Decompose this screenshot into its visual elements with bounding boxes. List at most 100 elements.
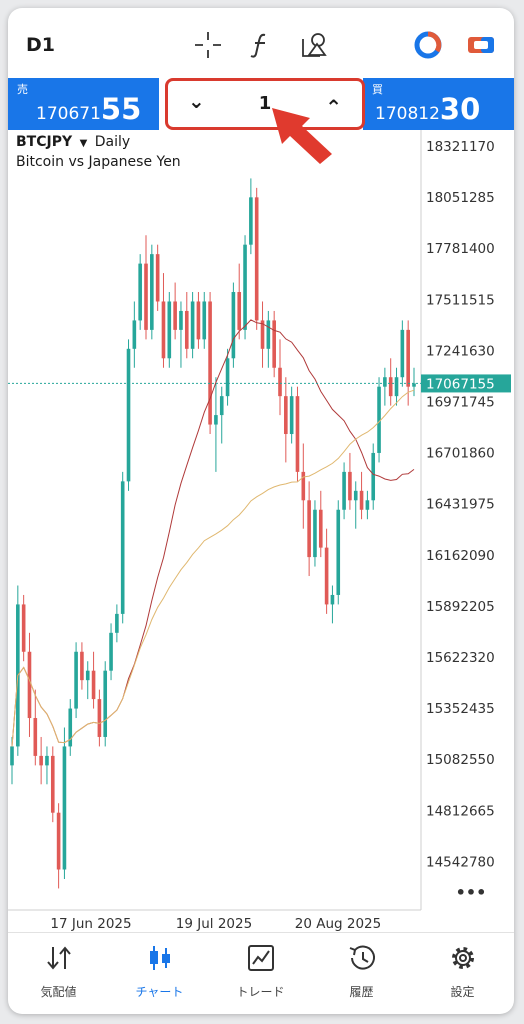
candle-body <box>272 320 276 368</box>
objects-icon[interactable] <box>300 30 330 60</box>
nav-history-label: 履歴 <box>349 985 374 999</box>
candle-body <box>324 547 329 605</box>
candle-body <box>342 471 346 510</box>
buy-price: 17081230 <box>375 92 481 126</box>
lot-increase-button[interactable]: ⌃ <box>325 95 342 119</box>
x-tick-label: 20 Aug 2025 <box>295 916 381 932</box>
y-tick-label: 16431975 <box>426 497 495 513</box>
candle-body <box>249 197 253 245</box>
candle-body <box>62 746 67 870</box>
x-tick-label: 19 Jul 2025 <box>176 916 252 932</box>
y-tick-label: 16162090 <box>426 548 495 564</box>
nav-trade[interactable]: トレード <box>210 933 311 1014</box>
x-tick-label: 17 Jun 2025 <box>50 916 131 932</box>
candle-body <box>214 415 218 425</box>
candle-body <box>120 481 125 614</box>
candle-body <box>278 367 282 397</box>
candle-body <box>10 746 14 766</box>
nav-settings[interactable]: 設定 <box>412 933 513 1014</box>
candle-body <box>150 254 154 330</box>
candle-body <box>266 320 271 349</box>
candle-body <box>383 377 387 387</box>
candle-body <box>56 812 61 870</box>
candle-body <box>21 604 26 652</box>
y-tick-label: 14542780 <box>426 854 495 870</box>
chart-period: Daily <box>94 134 131 150</box>
nav-history[interactable]: 履歴 <box>311 933 412 1014</box>
candle-body <box>126 348 131 482</box>
candle-body <box>243 244 247 330</box>
candle-body <box>91 670 96 700</box>
candle-body <box>144 263 148 330</box>
candle-body <box>109 632 113 671</box>
candle-body <box>155 254 160 302</box>
candlestick-chart: 18321170 18051285 17781400 17511515 17241630… <box>8 130 511 932</box>
lot-decrease-button[interactable]: ⌄ <box>188 89 205 113</box>
y-tick-label: 18051285 <box>426 190 495 206</box>
function-icon[interactable] <box>246 30 276 60</box>
symbol-dropdown-icon: ▼ <box>79 138 88 149</box>
candle-body <box>388 377 393 397</box>
candle-body <box>208 301 212 425</box>
candle-body <box>284 396 288 435</box>
candle-body <box>103 670 108 737</box>
trade-toggle-icon[interactable] <box>466 30 496 60</box>
candle-body <box>301 471 306 501</box>
candle-body <box>45 755 49 766</box>
candle-body <box>219 396 224 416</box>
buy-quote-button[interactable]: 買 17081230 <box>363 78 514 130</box>
candle-body <box>295 396 300 472</box>
candle-body <box>260 320 265 349</box>
candle-body <box>74 651 78 709</box>
candle-body <box>138 263 142 321</box>
crosshair-icon[interactable] <box>193 30 223 60</box>
buy-label: 買 <box>372 83 383 96</box>
y-tick-label: 17781400 <box>426 241 495 257</box>
lot-size-value[interactable]: 1 <box>258 93 272 114</box>
sell-quote-button[interactable]: 売 17067155 <box>8 78 159 130</box>
y-tick-label: 16701860 <box>426 446 495 462</box>
phone-screen: D1 売 17067155 <box>8 8 514 1014</box>
bottom-navigation: 気配値 チャート トレード 履歴 <box>8 932 514 1014</box>
candle-body <box>412 383 416 387</box>
more-options-icon[interactable]: ••• <box>456 883 487 902</box>
price-chart[interactable]: 18321170 18051285 17781400 17511515 17241630… <box>8 130 514 932</box>
candle-body <box>184 310 189 349</box>
candle-body <box>115 613 119 633</box>
nav-chart-label: チャート <box>135 985 184 999</box>
candle-body <box>97 699 102 737</box>
trade-icon <box>248 945 274 971</box>
candle-body <box>377 386 381 453</box>
candle-body <box>371 452 376 501</box>
y-tick-label: 18321170 <box>426 139 495 155</box>
y-tick-label: 17241630 <box>426 343 495 359</box>
nav-trade-label: トレード <box>236 985 285 999</box>
y-tick-label: 15622320 <box>426 650 495 666</box>
y-tick-label: 16971745 <box>426 395 495 411</box>
candle-body <box>237 292 242 330</box>
nav-quotes-label: 気配値 <box>40 985 77 999</box>
nav-quotes[interactable]: 気配値 <box>8 933 109 1014</box>
candle-body <box>400 329 405 378</box>
history-icon <box>349 945 375 970</box>
candle-body <box>50 755 55 813</box>
candle-body <box>289 396 294 435</box>
candle-body <box>68 708 73 747</box>
network-status-icon[interactable] <box>413 30 443 60</box>
candle-body <box>196 301 201 340</box>
candle-body <box>80 651 84 681</box>
candle-body <box>394 377 399 397</box>
candle-body <box>190 301 195 349</box>
candle-body <box>173 301 177 330</box>
quotes-icon <box>47 946 71 970</box>
candle-body <box>231 292 236 359</box>
nav-chart[interactable]: チャート <box>109 933 210 1014</box>
candle-body <box>353 490 358 501</box>
candle-body <box>313 509 317 558</box>
symbol-header[interactable]: BTCJPY ▼ Daily <box>16 134 130 150</box>
timeframe-button[interactable]: D1 <box>26 34 55 56</box>
y-tick-label: 15082550 <box>426 752 495 768</box>
sell-price: 17067155 <box>36 92 142 126</box>
settings-icon <box>452 947 474 969</box>
y-tick-label: 15892205 <box>426 599 495 615</box>
